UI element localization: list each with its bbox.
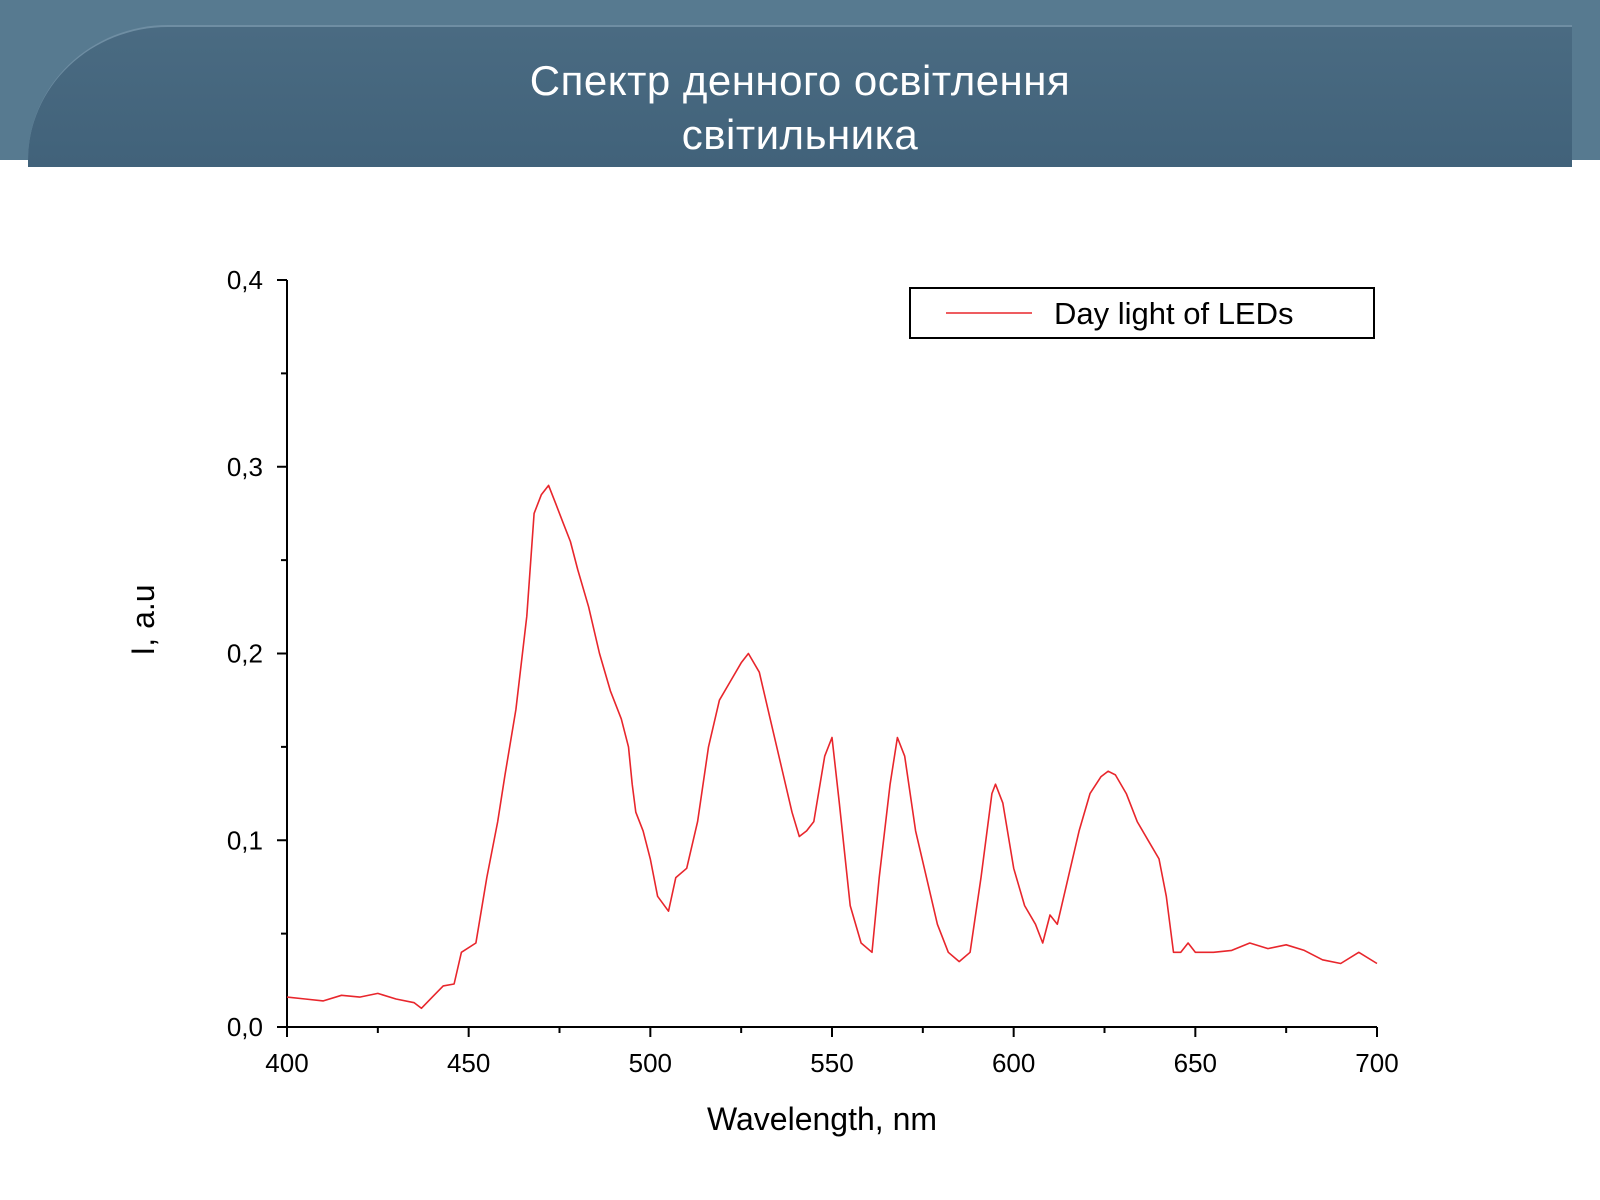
y-tick-label: 0,3 bbox=[227, 452, 263, 482]
y-tick-label: 0,2 bbox=[227, 639, 263, 669]
chart-axes bbox=[286, 280, 1377, 1028]
x-axis-title: Wavelength, nm bbox=[707, 1101, 937, 1137]
slide-title-line-2: світильника bbox=[681, 111, 919, 158]
slide-title: Спектр денного освітлення світильника bbox=[300, 54, 1300, 162]
chart-ticks: 400 450 500 550 600 650 700 0,0 0,1 0,2 0,3 0,4 bbox=[227, 265, 1399, 1078]
chart-series bbox=[286, 484, 1378, 1010]
y-tick-label: 0,1 bbox=[227, 825, 263, 855]
x-tick-label: 700 bbox=[1355, 1048, 1398, 1078]
legend-label: Day light of LEDs bbox=[1054, 296, 1294, 331]
y-axis-title: I, a.u bbox=[125, 584, 161, 655]
y-tick-label: 0,4 bbox=[227, 265, 263, 295]
x-tick-label: 650 bbox=[1174, 1048, 1217, 1078]
x-tick-label: 600 bbox=[992, 1048, 1035, 1078]
x-tick-label: 500 bbox=[629, 1048, 672, 1078]
y-tick-label: 0,0 bbox=[227, 1012, 263, 1042]
header-panel bbox=[28, 25, 1572, 167]
series-line-day-light-of-leds bbox=[286, 484, 1378, 1010]
x-tick-label: 400 bbox=[265, 1048, 308, 1078]
slide-title-line-1: Спектр денного освітлення bbox=[529, 57, 1071, 104]
chart-legend: Day light of LEDs bbox=[909, 287, 1375, 339]
x-tick-label: 450 bbox=[447, 1048, 490, 1078]
x-tick-label: 550 bbox=[810, 1048, 853, 1078]
